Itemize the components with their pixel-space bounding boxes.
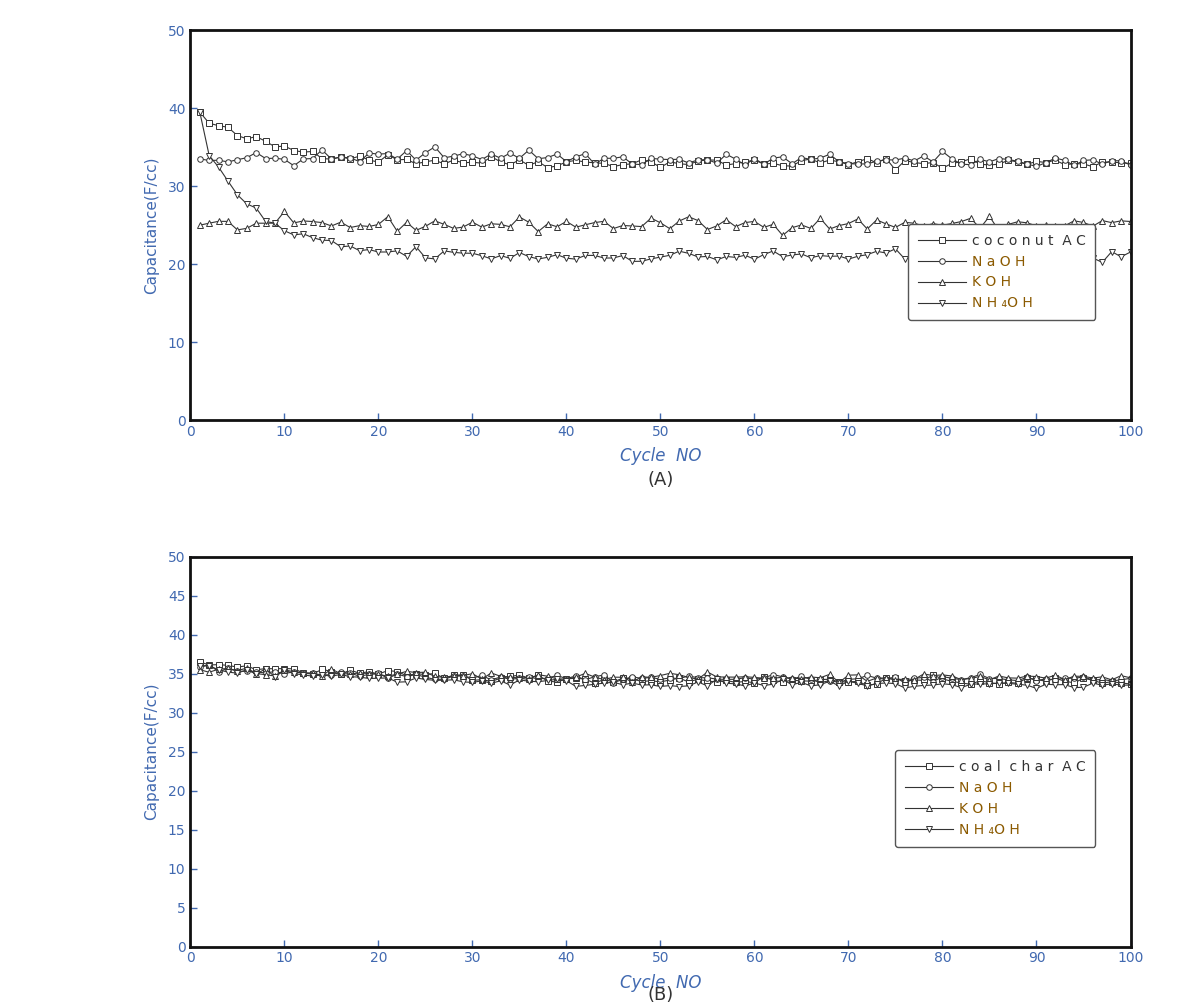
Text: (A): (A) xyxy=(647,471,674,488)
Y-axis label: Capacitance(F/cc): Capacitance(F/cc) xyxy=(144,156,159,294)
Legend: c o c o n u t  A C, N a O H, K O H, N H ₄O H: c o c o n u t A C, N a O H, K O H, N H ₄… xyxy=(908,224,1095,320)
Text: (B): (B) xyxy=(647,986,674,1004)
X-axis label: Cycle  NO: Cycle NO xyxy=(620,447,701,465)
Legend: c o a l  c h a r  A C, N a O H, K O H, N H ₄O H: c o a l c h a r A C, N a O H, K O H, N H… xyxy=(895,750,1095,847)
Y-axis label: Capacitance(F/cc): Capacitance(F/cc) xyxy=(144,683,159,821)
X-axis label: Cycle  NO: Cycle NO xyxy=(620,974,701,992)
